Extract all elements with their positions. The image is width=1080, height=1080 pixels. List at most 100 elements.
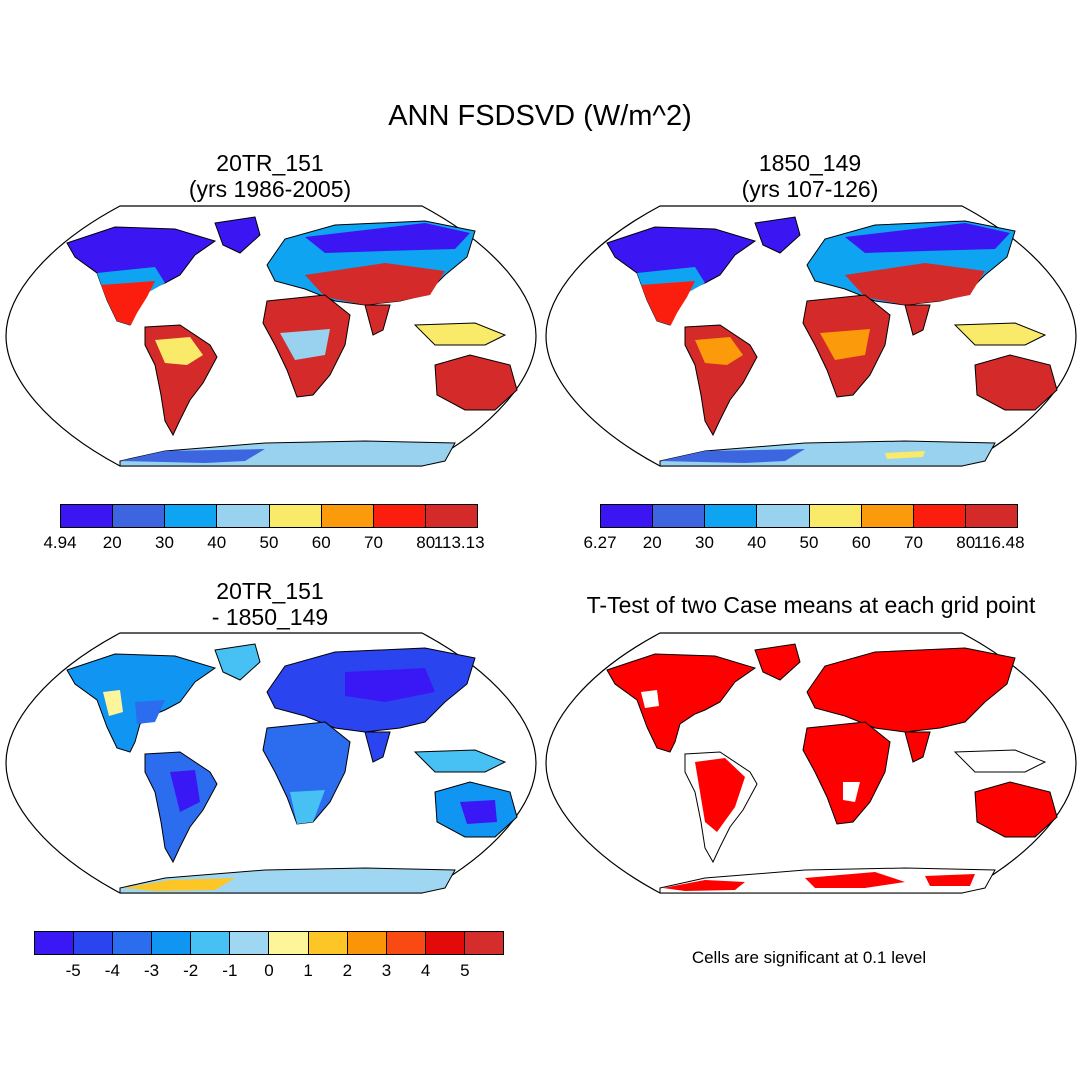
colorbar-cell (601, 505, 654, 527)
bottom-right-title-line1: T-Test of two Case means at each grid po… (586, 592, 1036, 618)
colorbar-cell (217, 505, 270, 527)
south-america-inner (170, 770, 200, 812)
colorbar-tick-label: 4 (420, 961, 431, 980)
top-left-title-line2: (yrs 1986-2005) (188, 176, 352, 202)
colorbar-tick-label: -5 (65, 961, 81, 980)
india (364, 304, 391, 336)
colorbar-tick-label: 5 (460, 961, 470, 980)
antarctica-edge (660, 449, 805, 463)
colorbar-cell (152, 932, 192, 954)
colorbar-cell (705, 505, 758, 527)
colorbar-cell (61, 505, 114, 527)
top-right-title-line2: (yrs 107-126) (741, 176, 879, 202)
north-america-insignificant (641, 690, 659, 708)
australia-core (460, 800, 497, 824)
top-left-colorbar-labels: 4.94 20 30 40 50 60 70 80 113.13 (43, 533, 484, 555)
southeast-asia (953, 749, 1047, 773)
colorbar-cell (464, 932, 503, 954)
colorbar-tick-label: 2 (342, 961, 353, 980)
africa-insignificant (843, 782, 860, 802)
india (904, 304, 931, 336)
bottom-right-title: T-Test of two Case means at each grid po… (545, 592, 1077, 618)
antarctica-warm (123, 878, 235, 891)
antarctica-significant-west (663, 880, 745, 891)
africa-south (290, 790, 325, 824)
south-america-significant (695, 758, 745, 832)
colorbar-tick-label: 30 (155, 533, 174, 552)
bottom-left-title-line1: 20TR_151 (216, 578, 324, 604)
colorbar-tick-label: -1 (222, 961, 238, 980)
colorbar-cell (113, 932, 153, 954)
colorbar-tick-label: 113.13 (433, 533, 485, 552)
australia (434, 354, 518, 411)
north-america-east (135, 700, 165, 724)
north-america-west (103, 690, 123, 716)
colorbar-cell (425, 505, 477, 527)
colorbar-tick-label: 80 (956, 533, 976, 552)
top-left-colorbar (60, 504, 478, 528)
top-right-title: 1850_149 (yrs 107-126) (630, 150, 990, 202)
central-asia (305, 263, 445, 305)
bottom-right-map (545, 632, 1077, 894)
antarctica-significant-far-east (925, 874, 975, 886)
colorbar-cell (113, 505, 166, 527)
colorbar-tick-label: 0 (264, 961, 274, 980)
main-title: ANN FSDSVD (W/m^2) (388, 100, 692, 132)
australia (974, 354, 1058, 411)
colorbar-cell (913, 505, 966, 527)
colorbar-tick-label: -3 (143, 961, 160, 980)
colorbar-tick-label: 20 (642, 533, 662, 552)
top-right-colorbar (600, 504, 1018, 528)
bottom-left-colorbar-labels: -5 -4 -3 -2 -1 0 1 2 3 4 5 (34, 961, 504, 983)
land-areas (606, 216, 1058, 467)
colorbar-cell (269, 932, 309, 954)
colorbar-cell (861, 505, 914, 527)
india (904, 731, 931, 763)
eurasia (806, 647, 1016, 733)
colorbar-tick-label: 60 (311, 533, 331, 552)
top-right-title-line1: 1850_149 (758, 150, 862, 176)
bottom-left-title-line2: - 1850_149 (211, 604, 329, 630)
colorbar-cell (757, 505, 810, 527)
colorbar-tick-label: -2 (183, 961, 199, 980)
colorbar-tick-label: 30 (695, 533, 714, 552)
colorbar-tick-label: 70 (364, 533, 383, 552)
central-asia (845, 263, 985, 305)
colorbar-tick-label: -4 (104, 961, 120, 980)
colorbar-cell (230, 932, 270, 954)
colorbar-cell (165, 505, 218, 527)
colorbar-tick-label: 40 (747, 533, 767, 552)
siberia (845, 223, 1010, 253)
amazon (155, 337, 203, 365)
greenland (214, 216, 261, 254)
top-left-title: 20TR_151 (yrs 1986-2005) (90, 150, 450, 202)
significance-note: Cells are significant at 0.1 level (691, 948, 927, 967)
antarctica-plateau (885, 451, 925, 459)
colorbar-cell (386, 932, 426, 954)
top-right-map (545, 205, 1077, 467)
bottom-left-map (5, 632, 537, 894)
southeast-asia (953, 322, 1047, 346)
top-right-colorbar-labels: 6.27 20 30 40 50 60 70 80 116.48 (583, 533, 1024, 555)
colorbar-tick-label: 20 (102, 533, 122, 552)
land-areas (66, 216, 518, 467)
colorbar-cell (321, 505, 374, 527)
australia (974, 781, 1058, 838)
significant-land-areas (606, 643, 1058, 894)
greenland (754, 216, 801, 254)
top-left-map (5, 205, 537, 467)
land-areas (66, 643, 518, 894)
colorbar-tick-label: 4.94 (43, 533, 77, 552)
bottom-left-title: 20TR_151 - 1850_149 (90, 578, 450, 630)
southeast-asia (413, 322, 507, 346)
colorbar-tick-label: 40 (207, 533, 227, 552)
colorbar-cell (308, 932, 348, 954)
colorbar-tick-label: 50 (259, 533, 279, 552)
central-africa (820, 329, 870, 360)
colorbar-tick-label: 116.48 (973, 533, 1025, 552)
greenland (754, 643, 801, 681)
antarctica-edge (120, 449, 265, 463)
colorbar-cell (191, 932, 231, 954)
antarctica-significant-east (805, 872, 905, 888)
colorbar-tick-label: 50 (799, 533, 819, 552)
